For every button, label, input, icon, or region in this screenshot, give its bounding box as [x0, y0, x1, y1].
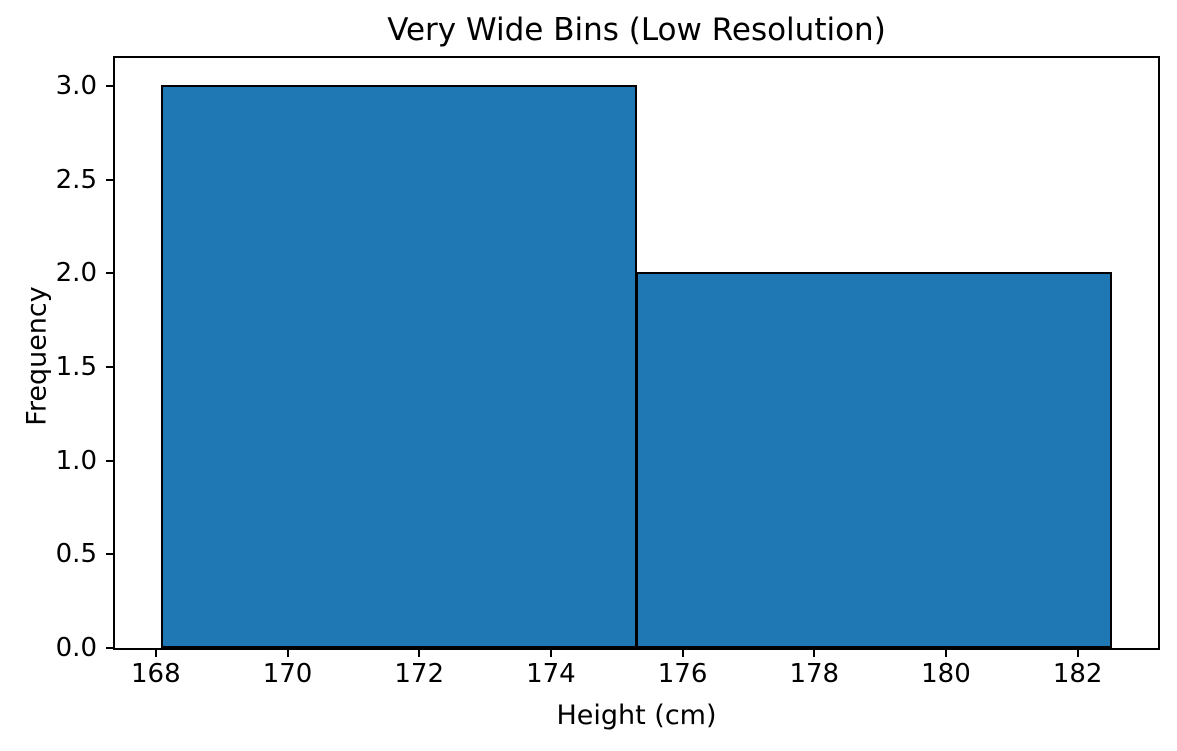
y-tick-mark	[106, 647, 115, 649]
y-tick-mark	[106, 366, 115, 369]
x-tick-mark	[418, 648, 421, 657]
x-axis-label: Height (cm)	[556, 700, 717, 731]
histogram-bar	[635, 272, 1112, 648]
x-tick-label: 168	[130, 659, 181, 689]
y-tick-label: 2.0	[55, 258, 97, 289]
x-tick-label: 174	[526, 659, 576, 689]
x-tick-mark	[286, 648, 289, 657]
plot-area: 168 170 172 174 176 178 180 182 0.0 0.5 1.0 1.5 2.0 2…	[56, 56, 1160, 687]
y-tick-label: 0.0	[55, 633, 97, 663]
x-tick-mark	[549, 648, 552, 657]
y-tick-mark	[106, 459, 115, 462]
x-tick-label: 182	[1052, 659, 1103, 689]
x-tick-label: 170	[262, 659, 313, 689]
y-tick-mark	[106, 178, 115, 181]
chart-title: Very Wide Bins (Low Resolution)	[387, 12, 886, 48]
y-tick-label: 2.5	[55, 164, 97, 195]
x-tick-label: 172	[394, 659, 445, 689]
x-tick-label: 176	[657, 659, 708, 689]
y-tick-mark	[106, 553, 115, 556]
x-tick-mark	[154, 648, 157, 657]
x-tick-label: 178	[789, 659, 840, 689]
y-tick-label: 1.0	[55, 445, 97, 476]
x-tick-label: 180	[921, 659, 971, 689]
y-tick-mark	[106, 272, 115, 275]
x-tick-mark	[944, 648, 947, 657]
histogram-bar	[161, 85, 638, 648]
y-tick-label: 0.5	[55, 539, 97, 570]
y-tick-label: 1.5	[55, 352, 97, 383]
y-tick-mark	[106, 85, 115, 88]
x-tick-mark	[813, 648, 816, 657]
x-tick-mark	[1076, 648, 1079, 657]
y-tick-label: 3.0	[55, 71, 97, 102]
x-tick-mark	[681, 648, 684, 657]
